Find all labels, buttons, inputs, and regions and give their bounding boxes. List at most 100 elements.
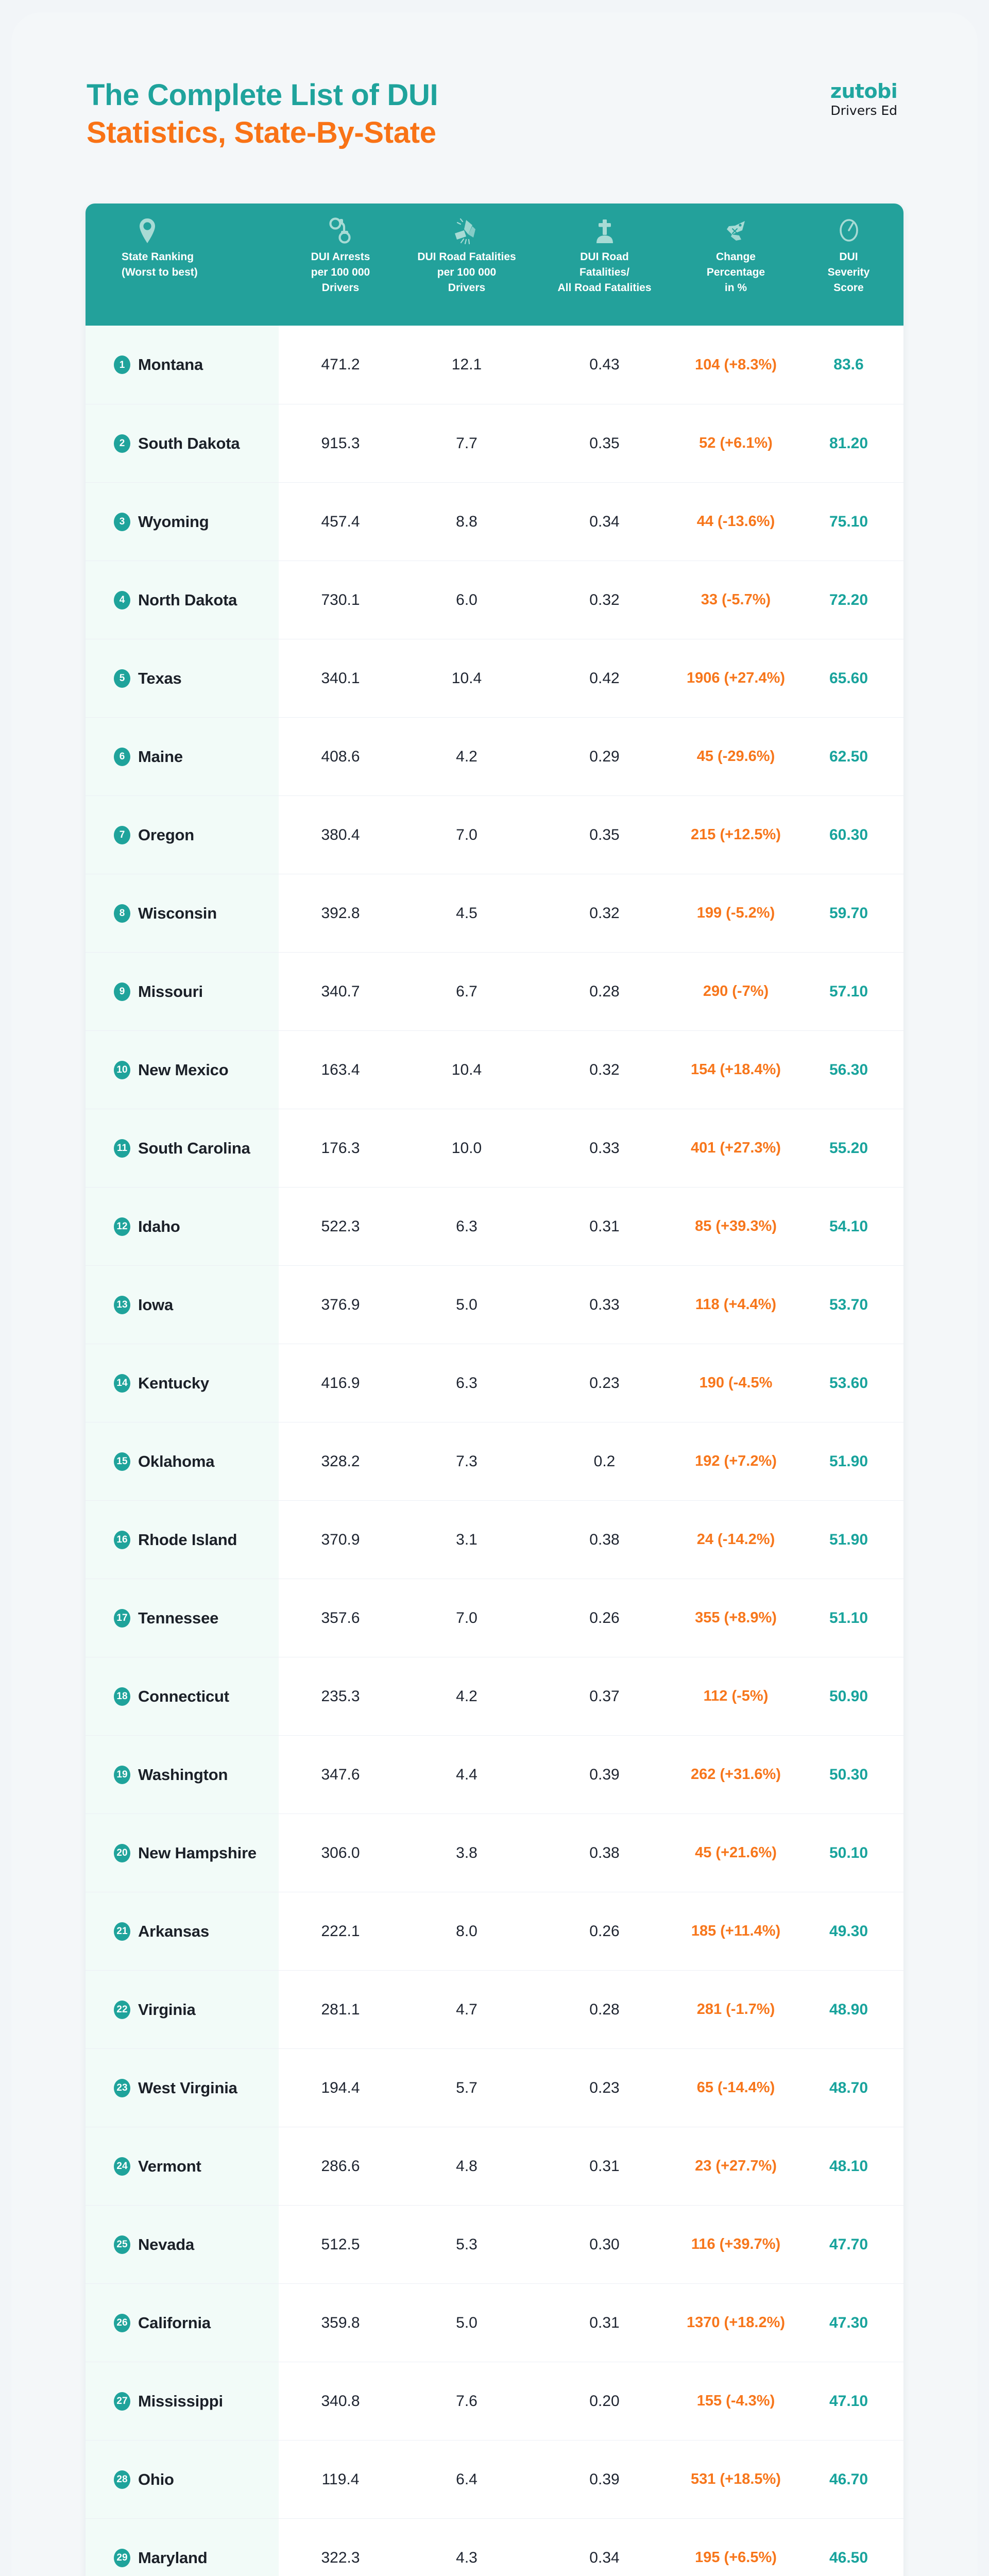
cell-dui-arrests: 119.4	[321, 2470, 360, 2488]
cell-fatalities-ratio: 0.38	[589, 1531, 620, 1548]
title-line-2: Statistics, State-By-State	[87, 116, 436, 150]
cell-dui-arrests: 376.9	[321, 1296, 360, 1313]
cell-dui-severity-score: 51.90	[829, 1452, 868, 1470]
cell-fatalities-ratio: 0.29	[589, 748, 620, 765]
state-name: Nevada	[138, 2235, 195, 2253]
state-name: Idaho	[138, 1217, 180, 1235]
cell-dui-severity-score: 57.10	[829, 982, 868, 1000]
column-header-fatalities-ratio-label: DUI Road Fatalities/ All Road Fatalities	[557, 251, 652, 294]
cell-dui-road-fatalities: 7.7	[456, 434, 478, 452]
cell-fatalities-ratio: 0.31	[589, 1217, 620, 1235]
state-name: Virginia	[138, 2000, 196, 2019]
table-row: 5 Texas 340.1 10.4 0.42 1906 (+27.4%) 65.60	[86, 639, 903, 717]
table-row: 13 Iowa 376.9 5.0 0.33 118 (+4.4%) 53.70	[86, 1265, 903, 1344]
cell-state-ranking: 12 Idaho	[86, 1188, 279, 1265]
rank-badge: 23	[114, 2078, 130, 2097]
cell-dui-road-fatalities: 7.3	[456, 1452, 478, 1470]
page-title: The Complete List of DUI Statistics, Sta…	[87, 76, 653, 151]
cell-dui-arrests: 340.7	[321, 982, 360, 1000]
cell-change-percentage: 45 (-29.6%)	[696, 748, 775, 765]
rank-badge: 15	[114, 1452, 130, 1471]
cell-state-ranking: 20 New Hampshire	[86, 1814, 279, 1892]
cell-dui-road-fatalities: 5.0	[456, 2314, 478, 2331]
table-row: 16 Rhode Island 370.9 3.1 0.38 24 (-14.2%) 51.…	[86, 1500, 903, 1579]
cell-dui-road-fatalities: 7.0	[456, 1609, 478, 1626]
cell-fatalities-ratio: 0.38	[589, 1844, 620, 1861]
column-header-dui-severity-score: DUI Severity Score	[794, 204, 903, 295]
cell-fatalities-ratio: 0.37	[589, 1687, 620, 1705]
state-name: Washington	[138, 1765, 228, 1784]
cell-dui-severity-score: 72.20	[829, 591, 868, 608]
rank-badge: 13	[114, 1295, 130, 1314]
rank-badge: 20	[114, 1843, 130, 1862]
table-row: 2 South Dakota 915.3 7.7 0.35 52 (+6.1%) 81.20	[86, 404, 903, 482]
table-row: 22 Virginia 281.1 4.7 0.28 281 (-1.7%) 48.90	[86, 1970, 903, 2048]
cell-change-percentage: 118 (+4.4%)	[695, 1296, 777, 1313]
cell-change-percentage: 190 (-4.5%	[699, 1375, 773, 1391]
rank-badge: 16	[114, 1530, 130, 1549]
state-name: Texas	[138, 669, 182, 687]
cell-fatalities-ratio: 0.20	[589, 2392, 620, 2410]
dui-statistics-table: State Ranking (Worst to best) DUI Arrest…	[86, 204, 903, 2576]
column-header-dui-arrests: DUI Arrests per 100 000 Drivers	[279, 204, 402, 295]
cell-dui-road-fatalities: 6.3	[456, 1217, 478, 1235]
cell-dui-arrests: 408.6	[321, 748, 360, 765]
cell-dui-severity-score: 62.50	[829, 748, 868, 765]
cell-dui-arrests: 163.4	[321, 1061, 360, 1078]
table-row: 17 Tennessee 357.6 7.0 0.26 355 (+8.9%) 51.10	[86, 1579, 903, 1657]
rank-badge: 4	[114, 590, 130, 609]
state-name: Rhode Island	[138, 1530, 237, 1549]
cell-dui-arrests: 522.3	[321, 1217, 360, 1235]
cell-state-ranking: 26 California	[86, 2284, 279, 2362]
cell-change-percentage: 24 (-14.2%)	[696, 1531, 775, 1548]
table-row: 15 Oklahoma 328.2 7.3 0.2 192 (+7.2%) 51.90	[86, 1422, 903, 1500]
cell-dui-severity-score: 60.30	[829, 826, 868, 843]
rank-badge: 21	[114, 1922, 130, 1941]
cell-change-percentage: 85 (+39.3%)	[695, 1218, 777, 1234]
table-row: 20 New Hampshire 306.0 3.8 0.38 45 (+21.6%) 50…	[86, 1814, 903, 1892]
cell-state-ranking: 14 Kentucky	[86, 1344, 279, 1422]
cell-change-percentage: 531 (+18.5%)	[691, 2471, 781, 2487]
rank-badge: 24	[114, 2157, 130, 2176]
cell-fatalities-ratio: 0.39	[589, 2470, 620, 2488]
broken-bottle-icon	[724, 216, 748, 245]
cell-dui-road-fatalities: 4.2	[456, 748, 478, 765]
state-name: Missouri	[138, 982, 203, 1001]
cell-dui-severity-score: 46.70	[829, 2470, 868, 2488]
cell-change-percentage: 355 (+8.9%)	[695, 1609, 777, 1626]
state-name: Tennessee	[138, 1608, 219, 1627]
cell-dui-severity-score: 47.10	[829, 2392, 868, 2410]
cell-dui-arrests: 194.4	[321, 2079, 360, 2096]
cell-dui-severity-score: 75.10	[829, 513, 868, 530]
cell-dui-arrests: 176.3	[321, 1139, 360, 1157]
title-line-1: The Complete List of DUI	[87, 78, 438, 112]
cell-dui-severity-score: 48.90	[829, 2001, 868, 2018]
rank-badge: 28	[114, 2470, 130, 2489]
state-name: Kentucky	[138, 1374, 209, 1392]
cell-dui-road-fatalities: 8.0	[456, 1922, 478, 1940]
table-row: 23 West Virginia 194.4 5.7 0.23 65 (-14.4%) 48…	[86, 2048, 903, 2127]
table-row: 27 Mississippi 340.8 7.6 0.20 155 (-4.3%) 47.1…	[86, 2362, 903, 2440]
cell-dui-road-fatalities: 4.5	[456, 904, 478, 922]
cell-fatalities-ratio: 0.43	[589, 356, 620, 373]
cell-change-percentage: 23 (+27.7%)	[695, 2158, 777, 2174]
table-row: 11 South Carolina 176.3 10.0 0.33 401 (+27.3%…	[86, 1109, 903, 1187]
cell-dui-arrests: 222.1	[321, 1922, 360, 1940]
rank-badge: 1	[114, 355, 130, 374]
cell-change-percentage: 52 (+6.1%)	[699, 435, 773, 451]
cell-state-ranking: 27 Mississippi	[86, 2362, 279, 2440]
cell-dui-severity-score: 50.90	[829, 1687, 868, 1705]
cell-state-ranking: 15 Oklahoma	[86, 1422, 279, 1500]
table-row: 7 Oregon 380.4 7.0 0.35 215 (+12.5%) 60.30	[86, 795, 903, 874]
cell-fatalities-ratio: 0.26	[589, 1922, 620, 1940]
cell-change-percentage: 33 (-5.7%)	[701, 591, 771, 608]
cell-dui-severity-score: 53.70	[829, 1296, 868, 1313]
cell-dui-arrests: 328.2	[321, 1452, 360, 1470]
cell-fatalities-ratio: 0.2	[593, 1452, 616, 1470]
table-row: 25 Nevada 512.5 5.3 0.30 116 (+39.7%) 47.70	[86, 2205, 903, 2283]
cell-dui-road-fatalities: 10.4	[451, 669, 482, 687]
cell-state-ranking: 7 Oregon	[86, 796, 279, 874]
state-name: North Dakota	[138, 590, 237, 609]
state-name: West Virginia	[138, 2078, 237, 2097]
